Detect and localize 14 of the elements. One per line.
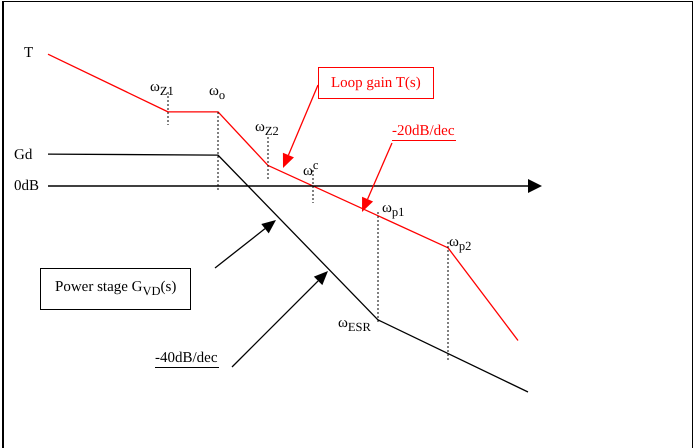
text: 0dB	[14, 177, 40, 195]
annotation: ω$_{Z1}$	[150, 78, 174, 100]
annotation: Power stage G$_{VD}$(s)	[40, 268, 192, 310]
annotation: ω$^{c}$	[303, 157, 318, 180]
annotation: Loop gain T(s)	[318, 67, 434, 99]
annotation: -40dB/dec	[155, 349, 220, 368]
annotation: ω$_{ESR}$	[338, 314, 371, 336]
annotation: -20dB/dec	[392, 122, 456, 141]
annotation: ω$_{Z2}$	[255, 118, 279, 140]
annotation: ω$_{p2}$	[449, 233, 472, 255]
annotation: ω$_{p1}$	[382, 199, 404, 221]
series-label: Gd	[14, 146, 32, 164]
series-label: T	[24, 44, 34, 62]
annotation: ω$_{o}$	[209, 82, 226, 104]
